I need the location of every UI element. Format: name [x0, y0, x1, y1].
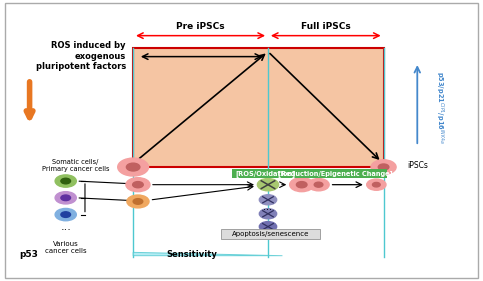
Circle shape [314, 182, 323, 187]
Circle shape [127, 195, 149, 208]
Bar [133, 48, 384, 167]
Circle shape [259, 222, 277, 232]
Text: p53: p53 [19, 250, 38, 259]
Circle shape [61, 212, 71, 217]
Circle shape [372, 182, 380, 187]
FancyBboxPatch shape [221, 229, 320, 239]
Circle shape [371, 160, 396, 174]
Text: [ROS/Oxidation]: [ROS/Oxidation] [236, 170, 296, 177]
Polygon shape [133, 252, 283, 256]
Text: ROS induced by
exogenous
pluripotent factors: ROS induced by exogenous pluripotent fac… [36, 41, 126, 71]
Circle shape [290, 178, 314, 192]
Circle shape [118, 158, 149, 176]
FancyBboxPatch shape [232, 169, 299, 178]
Text: Sensitivity: Sensitivity [167, 250, 218, 259]
FancyBboxPatch shape [284, 169, 387, 178]
Circle shape [55, 209, 76, 221]
Text: ...: ... [264, 202, 272, 212]
Text: Pre iPSCs: Pre iPSCs [176, 22, 225, 31]
Circle shape [378, 164, 389, 170]
Circle shape [55, 192, 76, 204]
Circle shape [55, 175, 76, 187]
Circle shape [308, 178, 329, 191]
Text: Full iPSCs: Full iPSCs [301, 22, 351, 31]
Text: Somatic cells/
Primary cancer cells: Somatic cells/ Primary cancer cells [42, 159, 109, 172]
Circle shape [257, 178, 279, 191]
Circle shape [61, 195, 71, 201]
Circle shape [297, 182, 307, 188]
Text: [Reduction/Epigenetic Change]: [Reduction/Epigenetic Change] [278, 170, 393, 177]
Circle shape [133, 182, 143, 188]
Circle shape [133, 199, 143, 204]
Circle shape [259, 195, 277, 205]
Text: ...: ... [60, 222, 71, 232]
Circle shape [259, 209, 277, 219]
Text: iPSCs: iPSCs [407, 162, 428, 171]
Circle shape [127, 163, 140, 171]
Circle shape [61, 178, 71, 184]
Text: Apoptosis/senescence: Apoptosis/senescence [232, 232, 309, 237]
Text: p53/p21$^{CIP1}$/p16$^{INK4a}$: p53/p21$^{CIP1}$/p16$^{INK4a}$ [433, 71, 445, 143]
Text: Various
cancer cells: Various cancer cells [45, 241, 86, 253]
Circle shape [367, 179, 386, 190]
Circle shape [126, 178, 150, 192]
